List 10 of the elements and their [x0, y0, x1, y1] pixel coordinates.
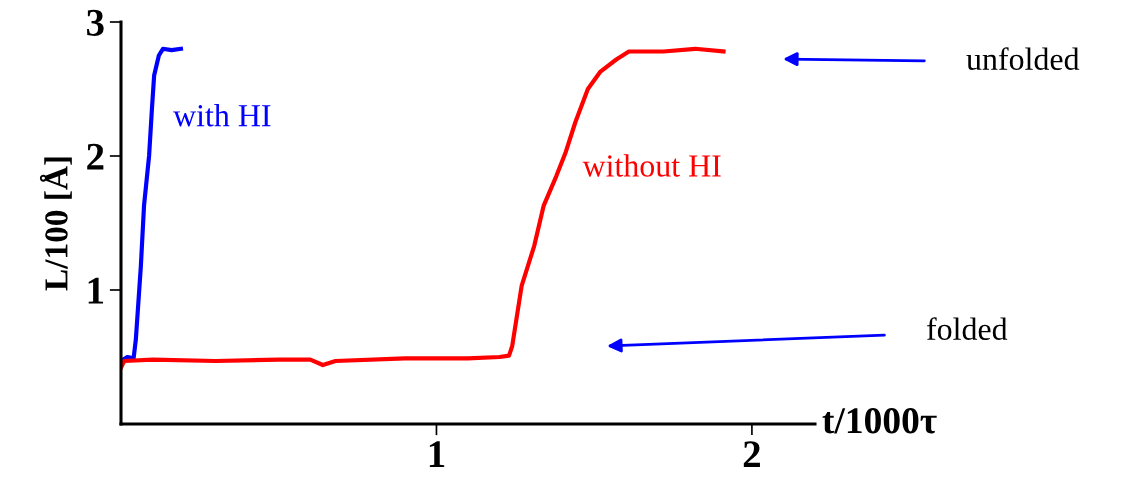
line-series — [121, 46, 726, 370]
text: folded — [926, 317, 1008, 340]
y-tick-label: 1 — [88, 277, 104, 304]
x-axis-title: t/1000τ — [822, 408, 937, 434]
y-tick-label: 2 — [87, 143, 104, 170]
y-axis-title: L/100 [Å] — [39, 157, 72, 291]
y-tick-label: 3 — [87, 9, 104, 36]
series-label: with HI — [173, 104, 271, 127]
series-label: without HI — [582, 154, 721, 177]
text: unfolded — [966, 47, 1080, 70]
